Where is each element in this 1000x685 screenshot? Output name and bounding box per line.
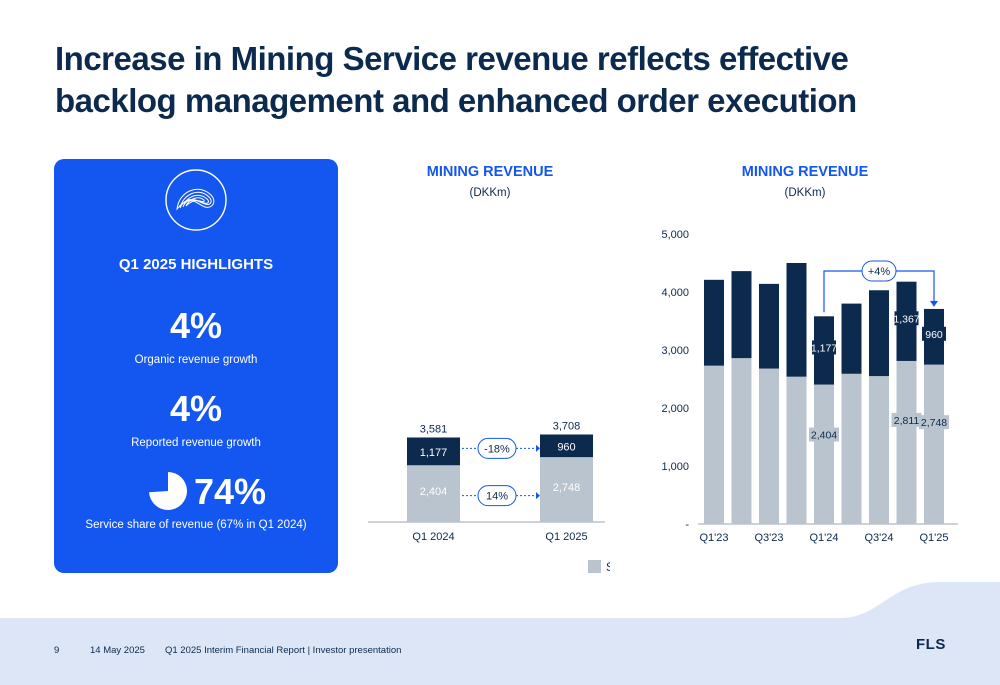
- data-label-box: [809, 427, 839, 442]
- y-tick-label: 5,000: [661, 229, 689, 241]
- page-title: Increase in Mining Service revenue refle…: [55, 40, 857, 119]
- y-tick-label: 2,000: [661, 403, 689, 415]
- annotation-arrowhead: [536, 492, 540, 500]
- footer-date: 14 May 2025: [90, 645, 145, 656]
- annotation-arrowhead: [930, 300, 938, 307]
- bar-service: [786, 376, 807, 524]
- x-tick-label: Q1 2024: [412, 531, 454, 543]
- reported-growth-label: Reported revenue growth: [131, 437, 261, 449]
- bar-service: [759, 368, 779, 524]
- bar-total-label: 3,581: [420, 423, 448, 435]
- data-label-box: [922, 326, 946, 341]
- bar-products: [869, 290, 889, 377]
- bar-service: [814, 384, 834, 524]
- chart-title: MINING REVENUE: [427, 164, 554, 180]
- service-share-pie-icon: [149, 472, 188, 510]
- legend-swatch-service: [588, 560, 601, 573]
- bar-service: [540, 457, 593, 522]
- logo-icon: [165, 169, 227, 231]
- bar-service: [841, 373, 862, 524]
- bar-label-products: 1,177: [420, 447, 448, 459]
- bar-label-service: 2,404: [420, 486, 448, 498]
- data-label-service: 2,404: [811, 430, 837, 442]
- x-tick-label: Q1'25: [919, 532, 948, 544]
- y-tick-label: 1,000: [661, 461, 689, 473]
- highlights-title: Q1 2025 HIGHLIGHTS: [118, 256, 274, 273]
- service-share-label: Service share of revenue (67% in Q1 2024…: [85, 519, 307, 531]
- x-tick-label: Q3'23: [754, 532, 783, 544]
- data-label-box: [919, 415, 949, 430]
- y-tick-label: 4,000: [661, 287, 689, 299]
- bar-service: [731, 358, 752, 524]
- data-label-service: 2,748: [921, 417, 947, 429]
- x-tick-label: Q1'23: [699, 532, 728, 544]
- annotation-service-change: 14%: [486, 491, 508, 503]
- bar-products: [759, 283, 779, 369]
- y-tick-label: -: [685, 519, 689, 531]
- legend-label-service: Service: [606, 562, 610, 574]
- footer-document-title: Q1 2025 Interim Financial Report | Inves…: [165, 645, 402, 656]
- annotation-pill: [861, 260, 897, 282]
- chart-title: MINING REVENUE: [742, 164, 869, 180]
- bar-label-products: 960: [557, 441, 575, 453]
- data-label-box: [812, 340, 836, 355]
- bar-products: [407, 437, 460, 466]
- service-share-value: 74%: [194, 471, 267, 512]
- bar-service: [924, 364, 944, 524]
- annotation-arrowhead: [536, 444, 540, 452]
- chart-subtitle: (DKKm): [785, 187, 826, 199]
- chart-subtitle: (DKKm): [470, 187, 511, 199]
- bar-service: [896, 360, 917, 524]
- data-label-products: 1,367: [893, 313, 919, 325]
- bar-products: [841, 303, 862, 374]
- bar-products: [704, 279, 724, 366]
- brand-logo: FLS: [916, 636, 946, 653]
- bar-label-service: 2,748: [553, 482, 581, 494]
- bar-products: [731, 271, 752, 359]
- reported-growth-value: 4%: [169, 388, 223, 429]
- organic-growth-value: 4%: [169, 305, 223, 346]
- x-tick-label: Q3'24: [864, 532, 893, 544]
- data-label-products: 1,177: [811, 342, 837, 354]
- chart-mining-revenue-quarterly: MINING REVENUE (DKKm) - 1,000 2,000 3,000 4,00…: [661, 164, 958, 544]
- highlights-card: Q1 2025 HIGHLIGHTS 4% Organic revenue gr…: [54, 159, 338, 573]
- footer-page-number: 9: [54, 645, 60, 656]
- bar-products: [540, 434, 593, 458]
- bar-service: [407, 465, 460, 522]
- data-label-box: [894, 311, 919, 326]
- organic-growth-label: Organic revenue growth: [134, 354, 258, 366]
- y-tick-label: 3,000: [661, 345, 689, 357]
- data-label-service: 2,811: [894, 415, 920, 427]
- annotation-products-change: -18%: [484, 443, 510, 455]
- footer-band: [0, 582, 1000, 685]
- data-label-box: [891, 412, 922, 427]
- bar-service: [869, 376, 889, 524]
- data-label-products: 960: [925, 329, 943, 341]
- x-tick-label: Q1 2025: [545, 531, 587, 543]
- x-tick-label: Q1'24: [809, 532, 838, 544]
- bar-total-label: 3,708: [553, 420, 581, 432]
- bar-products: [786, 263, 807, 377]
- annotation-growth: +4%: [868, 266, 891, 278]
- chart-mining-revenue-comparison: MINING REVENUE (DKKm) 2,404 1,177 3,581 Q1 20…: [368, 164, 610, 574]
- bar-service: [704, 365, 724, 524]
